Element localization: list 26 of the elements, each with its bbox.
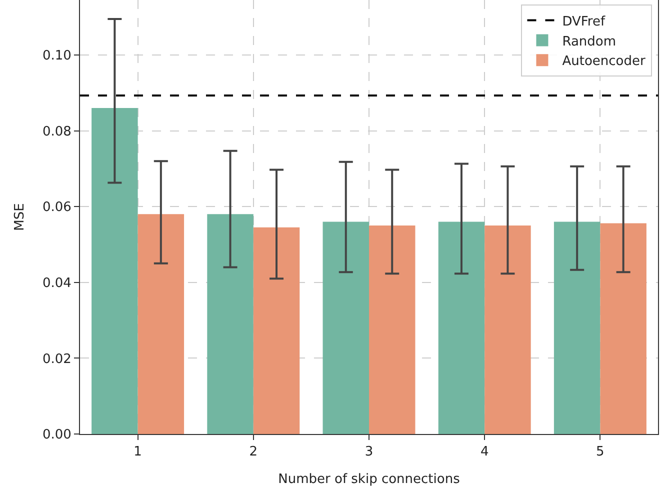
y-tick-label: 0.10 [42,48,72,64]
legend-label: Random [562,34,616,50]
x-tick-label: 3 [364,444,374,460]
x-axis-title: Number of skip connections [278,472,460,488]
bar [138,214,184,434]
bar [369,226,416,434]
y-tick-label: 0.08 [42,124,72,140]
bar [484,226,531,434]
legend-label: Autoencoder [562,54,646,70]
bar [600,223,646,434]
bar [438,222,485,434]
x-tick-label: 4 [480,444,489,460]
y-tick-label: 0.06 [42,200,72,216]
legend-label: DVFref [562,14,606,30]
bar [253,227,300,434]
bar [554,222,600,434]
x-tick-label: 2 [249,444,258,460]
x-tick-label: 1 [134,444,142,460]
y-tick-label: 0.00 [42,428,72,443]
bar [322,222,369,434]
y-axis-title: MSE [12,203,28,231]
y-tick-label: 0.02 [42,352,72,367]
y-tick-label: 0.04 [42,276,72,291]
bar [92,108,138,434]
bar [207,214,254,434]
x-tick-label: 5 [596,444,604,460]
